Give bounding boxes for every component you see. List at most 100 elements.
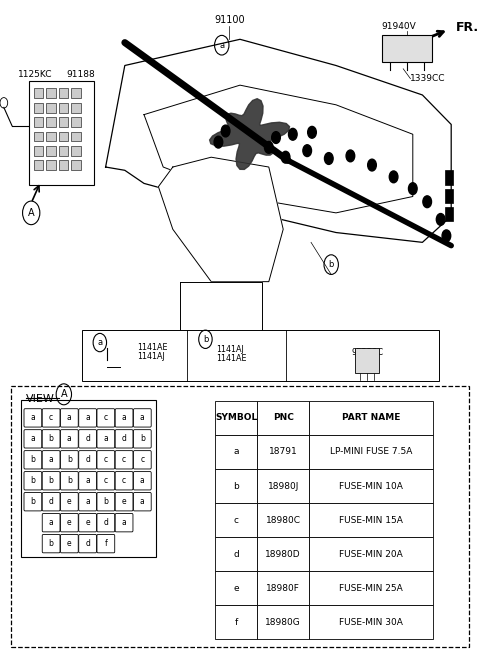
Text: a: a [67, 434, 72, 443]
Text: c: c [234, 515, 239, 525]
Bar [309, 503, 433, 537]
Circle shape [308, 126, 316, 138]
Text: f: f [235, 618, 238, 627]
FancyBboxPatch shape [133, 493, 151, 511]
Circle shape [214, 136, 223, 148]
Bar [46, 88, 56, 98]
Circle shape [436, 214, 445, 225]
Text: d: d [85, 539, 90, 548]
Text: d: d [121, 434, 127, 443]
Text: 18980J: 18980J [267, 481, 299, 491]
Text: d: d [48, 497, 54, 506]
Circle shape [288, 128, 297, 140]
Text: a: a [140, 476, 144, 485]
Bar [46, 117, 56, 127]
Text: a: a [85, 497, 90, 506]
FancyBboxPatch shape [133, 409, 151, 427]
Text: FUSE-MIN 10A: FUSE-MIN 10A [339, 481, 403, 491]
FancyBboxPatch shape [79, 451, 96, 469]
Bar [309, 469, 433, 503]
FancyBboxPatch shape [79, 514, 96, 532]
Text: c: c [122, 476, 126, 485]
Text: VIEW: VIEW [26, 394, 55, 404]
Text: 1141AJ: 1141AJ [137, 352, 165, 362]
Bar [46, 146, 56, 156]
Text: 91100: 91100 [214, 15, 245, 25]
Bar [46, 132, 56, 141]
Bar [59, 103, 68, 113]
Bar [309, 571, 433, 605]
Text: b: b [103, 497, 108, 506]
Circle shape [303, 145, 312, 157]
Text: a: a [49, 455, 53, 464]
FancyBboxPatch shape [97, 409, 115, 427]
FancyBboxPatch shape [60, 472, 78, 490]
Text: e: e [85, 518, 90, 527]
Circle shape [368, 159, 376, 171]
Text: a: a [233, 447, 239, 457]
FancyBboxPatch shape [133, 472, 151, 490]
Text: SYMBOL: SYMBOL [215, 413, 257, 422]
FancyBboxPatch shape [115, 430, 133, 448]
Bar [309, 435, 433, 469]
Bar [215, 435, 257, 469]
FancyBboxPatch shape [24, 493, 42, 511]
Bar [215, 605, 257, 639]
Circle shape [221, 125, 230, 137]
Circle shape [442, 230, 451, 242]
Polygon shape [180, 282, 262, 331]
Text: b: b [67, 476, 72, 485]
FancyBboxPatch shape [42, 430, 60, 448]
FancyBboxPatch shape [97, 430, 115, 448]
Bar [34, 160, 43, 170]
Text: FUSE-MIN 15A: FUSE-MIN 15A [339, 515, 403, 525]
Bar [257, 469, 309, 503]
Text: 18980G: 18980G [265, 618, 301, 627]
Text: b: b [203, 335, 208, 344]
Text: e: e [233, 584, 239, 593]
Text: 91188: 91188 [66, 69, 95, 79]
Text: e: e [67, 539, 72, 548]
Text: c: c [49, 413, 53, 422]
Bar [21, 400, 156, 557]
FancyBboxPatch shape [79, 430, 96, 448]
Circle shape [346, 150, 355, 162]
Bar [445, 189, 453, 203]
Bar [445, 170, 453, 185]
Text: 1339CC: 1339CC [410, 74, 446, 83]
Text: a: a [67, 413, 72, 422]
FancyBboxPatch shape [79, 472, 96, 490]
Text: e: e [122, 497, 126, 506]
Bar [29, 81, 94, 185]
Bar [34, 88, 43, 98]
FancyBboxPatch shape [133, 430, 151, 448]
Bar [71, 146, 81, 156]
FancyBboxPatch shape [60, 493, 78, 511]
FancyBboxPatch shape [42, 534, 60, 553]
Bar [309, 401, 433, 435]
Bar [46, 160, 56, 170]
Bar [309, 605, 433, 639]
Bar [257, 605, 309, 639]
Circle shape [389, 171, 398, 183]
Text: a: a [140, 497, 144, 506]
FancyBboxPatch shape [97, 514, 115, 532]
Circle shape [264, 141, 273, 153]
Bar [71, 88, 81, 98]
Text: b: b [30, 476, 36, 485]
Circle shape [408, 183, 417, 195]
Bar [257, 401, 309, 435]
Bar [215, 537, 257, 571]
Text: FUSE-MIN 20A: FUSE-MIN 20A [339, 550, 403, 559]
Bar [34, 117, 43, 127]
FancyBboxPatch shape [60, 514, 78, 532]
Bar [355, 348, 379, 373]
Text: a: a [122, 413, 126, 422]
Circle shape [423, 196, 432, 208]
Text: a: a [122, 518, 126, 527]
Text: c: c [104, 413, 108, 422]
Text: a: a [85, 476, 90, 485]
FancyBboxPatch shape [79, 493, 96, 511]
FancyBboxPatch shape [24, 430, 42, 448]
Bar [257, 571, 309, 605]
